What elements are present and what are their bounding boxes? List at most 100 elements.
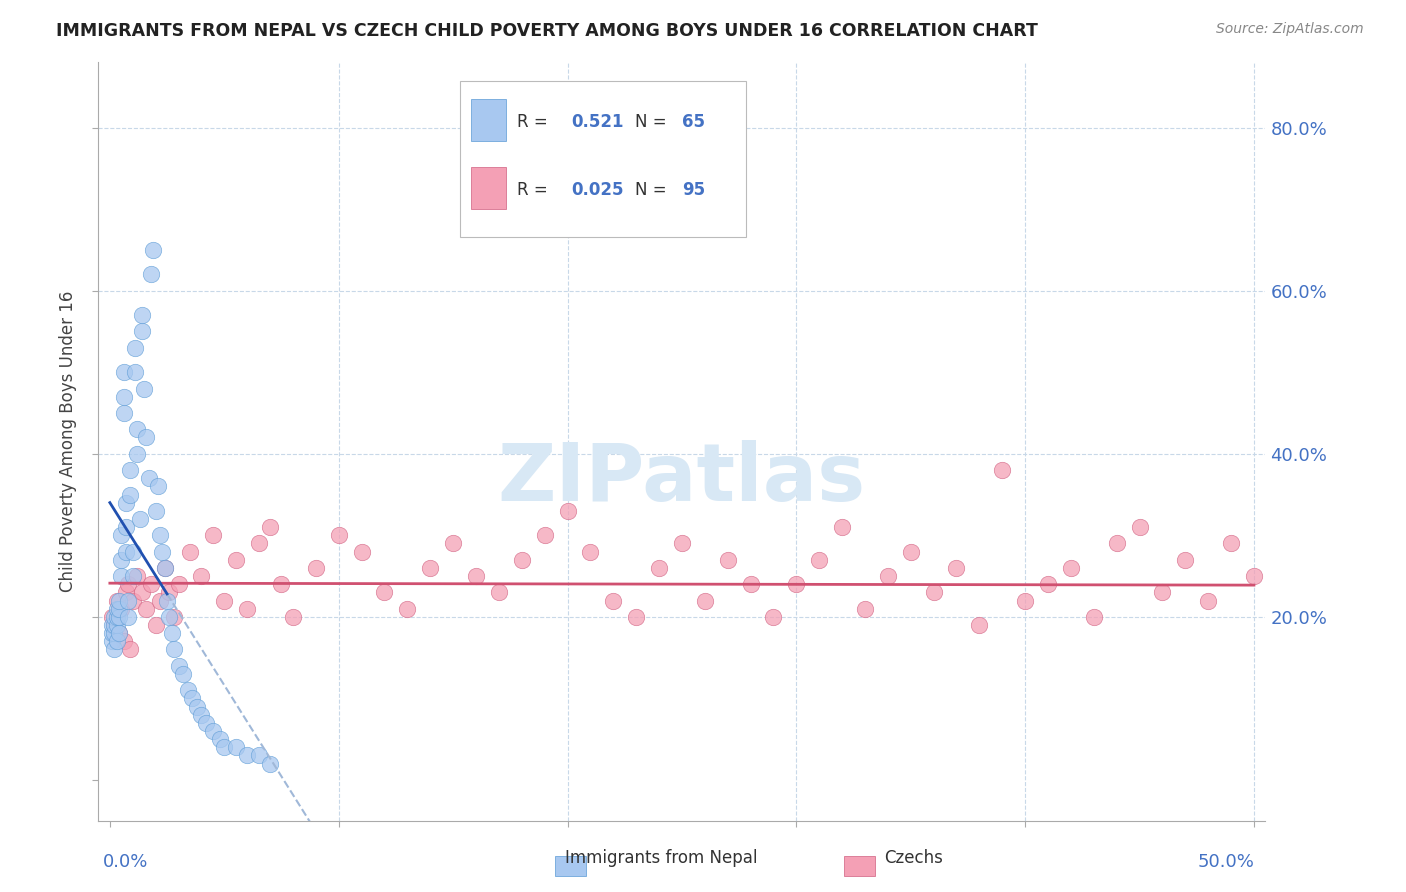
Point (557, 504, 579, 518)
Point (808, 553, 831, 567)
Point (465, 569, 488, 583)
Point (236, 601, 259, 615)
Point (624, 610, 647, 624)
Point (305, 561, 328, 575)
Point (533, 528, 555, 542)
Text: Immigrants from Nepal: Immigrants from Nepal (565, 849, 756, 867)
Point (117, 593, 139, 607)
Point (103, 642, 125, 657)
Point (900, 544, 922, 558)
Point (112, 406, 135, 420)
Point (120, 463, 142, 477)
Text: 0.0%: 0.0% (103, 854, 149, 871)
Point (186, 699, 208, 714)
Point (419, 561, 441, 575)
Text: 50.0%: 50.0% (1197, 854, 1254, 871)
Point (163, 642, 186, 657)
Point (247, 748, 270, 763)
Point (172, 666, 194, 681)
Point (1243, 569, 1265, 583)
Point (208, 732, 231, 747)
Point (124, 341, 146, 355)
Point (350, 544, 373, 558)
Point (134, 382, 156, 396)
Point (1014, 593, 1036, 607)
Point (112, 390, 135, 404)
Point (145, 618, 167, 632)
Point (149, 593, 172, 607)
Point (1288, 585, 1310, 599)
Bar (471, 99, 506, 141)
Point (103, 618, 125, 632)
Point (214, 740, 236, 755)
Text: IMMIGRANTS FROM NEPAL VS CZECH CHILD POVERTY AMONG BOYS UNDER 16 CORRELATION CHA: IMMIGRANTS FROM NEPAL VS CZECH CHILD POV… (56, 22, 1038, 40)
Point (270, 577, 292, 591)
Point (194, 715, 217, 730)
Point (108, 626, 131, 640)
Point (1381, 512, 1403, 526)
Point (328, 528, 350, 542)
Point (922, 585, 945, 599)
Point (101, 626, 124, 640)
Point (131, 325, 153, 339)
Point (149, 528, 172, 542)
Point (108, 593, 131, 607)
Point (1105, 536, 1128, 550)
Point (120, 642, 142, 657)
FancyBboxPatch shape (460, 81, 747, 236)
Text: ZIPatlas: ZIPatlas (498, 441, 866, 518)
Point (945, 561, 967, 575)
Point (1060, 561, 1083, 575)
Point (156, 593, 179, 607)
Point (103, 618, 125, 632)
Text: N =: N = (636, 112, 672, 130)
Point (876, 569, 898, 583)
Point (1174, 553, 1197, 567)
Point (115, 544, 138, 558)
Point (108, 626, 131, 640)
Point (120, 487, 142, 501)
Point (139, 577, 162, 591)
Point (179, 544, 201, 558)
Point (152, 544, 174, 558)
Point (127, 569, 149, 583)
Point (117, 610, 139, 624)
Point (181, 691, 204, 706)
Point (717, 553, 740, 567)
Point (105, 618, 128, 632)
Point (201, 723, 224, 738)
Point (1312, 642, 1334, 657)
Point (142, 243, 165, 257)
Point (145, 504, 167, 518)
Point (128, 512, 150, 526)
Point (201, 528, 224, 542)
Point (101, 634, 124, 648)
Point (602, 593, 624, 607)
Point (1197, 593, 1219, 607)
Point (648, 561, 671, 575)
Point (101, 610, 124, 624)
Point (110, 553, 132, 567)
Text: 0.521: 0.521 (571, 112, 623, 130)
Point (121, 593, 143, 607)
Text: Czechs: Czechs (884, 849, 943, 867)
Point (190, 707, 212, 722)
Point (112, 365, 135, 379)
Point (121, 569, 143, 583)
Point (441, 536, 464, 550)
Point (105, 634, 128, 648)
Point (1265, 618, 1288, 632)
Point (693, 593, 716, 607)
Point (131, 308, 153, 322)
Point (1152, 585, 1174, 599)
Point (259, 520, 281, 534)
Point (225, 740, 247, 755)
Point (115, 520, 138, 534)
Point (115, 585, 138, 599)
Point (103, 610, 125, 624)
Point (163, 610, 186, 624)
Point (153, 561, 176, 575)
Point (991, 463, 1014, 477)
Point (115, 496, 138, 510)
Point (225, 553, 247, 567)
